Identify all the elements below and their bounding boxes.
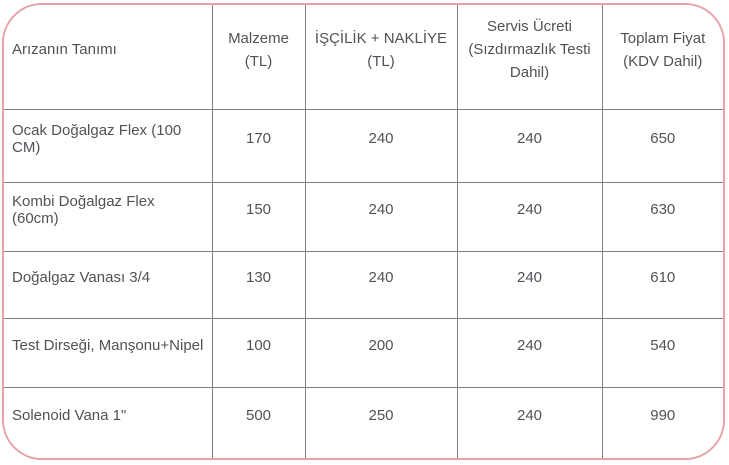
total-price-cell: 630 (601, 181, 723, 252)
fault-description-cell: Doğalgaz Vanası 3/4 (4, 250, 213, 319)
fault-description-cell: Ocak Doğalgaz Flex (100 CM) (4, 108, 213, 183)
total-price-cell: 650 (601, 108, 723, 183)
column-header-label: Servis Ücreti (486, 18, 572, 36)
column-header-label: Toplam Fiyat (620, 29, 706, 47)
column-header-label: (KDV Dahil) (623, 52, 703, 70)
total-price-cell: 610 (601, 250, 723, 319)
labor-transport-price-cell: 200 (304, 317, 458, 388)
column-header-label: Malzeme (228, 29, 289, 47)
labor-transport-price-cell: 240 (304, 250, 458, 319)
column-header-service-fee: Servis Ücreti (Sızdırmazlık Testi Dahil) (456, 5, 603, 110)
service-fee-cell: 240 (456, 317, 603, 388)
material-price-cell: 150 (211, 181, 306, 252)
column-header-label: Dahil) (509, 64, 550, 82)
fault-description-cell: Kombi Doğalgaz Flex (60cm) (4, 181, 213, 252)
table-row: Ocak Doğalgaz Flex (100 CM) 170 240 240 … (4, 108, 723, 183)
column-header-material: Malzeme (TL) (211, 5, 306, 110)
column-header-label: Arızanın Tanımı (12, 41, 117, 59)
column-header-label: (Sızdırmazlık Testi (468, 41, 591, 59)
service-fee-cell: 240 (456, 108, 603, 183)
column-header-label: (TL) (367, 52, 395, 70)
price-table: Arızanın Tanımı Malzeme (TL) İŞÇİLİK + N… (4, 5, 723, 458)
column-header-label: (TL) (244, 52, 273, 70)
service-fee-cell: 240 (456, 386, 603, 458)
table-header-row: Arızanın Tanımı Malzeme (TL) İŞÇİLİK + N… (4, 5, 723, 110)
table-row: Solenoid Vana 1" 500 250 240 990 (4, 386, 723, 458)
labor-transport-price-cell: 240 (304, 181, 458, 252)
total-price-cell: 540 (601, 317, 723, 388)
material-price-cell: 500 (211, 386, 306, 458)
column-header-total-price: Toplam Fiyat (KDV Dahil) (601, 5, 723, 110)
material-price-cell: 130 (211, 250, 306, 319)
labor-transport-price-cell: 240 (304, 108, 458, 183)
price-table-frame: Arızanın Tanımı Malzeme (TL) İŞÇİLİK + N… (2, 3, 725, 460)
table-row: Test Dirseği, Manşonu+Nipel 100 200 240 … (4, 317, 723, 388)
column-header-label: İŞÇİLİK + NAKLİYE (314, 29, 448, 47)
fault-description-cell: Solenoid Vana 1" (4, 386, 213, 458)
total-price-cell: 990 (601, 386, 723, 458)
table-row: Kombi Doğalgaz Flex (60cm) 150 240 240 6… (4, 181, 723, 252)
fault-description-cell: Test Dirseği, Manşonu+Nipel (4, 317, 213, 388)
service-fee-cell: 240 (456, 181, 603, 252)
column-header-labor-transport: İŞÇİLİK + NAKLİYE (TL) (304, 5, 458, 110)
material-price-cell: 100 (211, 317, 306, 388)
material-price-cell: 170 (211, 108, 306, 183)
column-header-fault-description: Arızanın Tanımı (4, 5, 213, 110)
table-row: Doğalgaz Vanası 3/4 130 240 240 610 (4, 250, 723, 319)
service-fee-cell: 240 (456, 250, 603, 319)
labor-transport-price-cell: 250 (304, 386, 458, 458)
